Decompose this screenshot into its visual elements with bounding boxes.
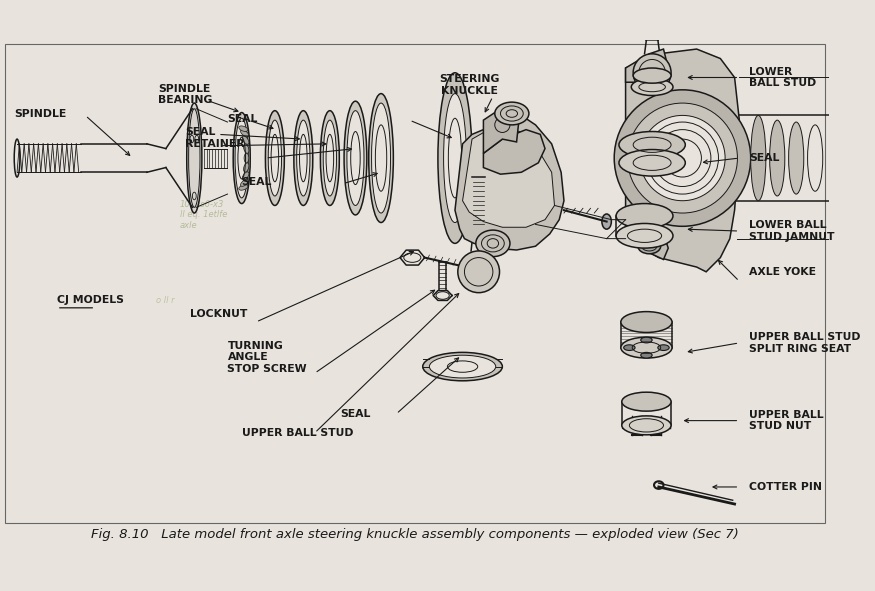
Text: COTTER PIN: COTTER PIN [749,482,822,492]
Ellipse shape [239,185,248,190]
Text: SEAL: SEAL [242,177,272,187]
Text: RETAINER: RETAINER [185,139,244,149]
Ellipse shape [476,230,510,256]
Ellipse shape [344,101,367,215]
Ellipse shape [423,352,502,381]
Circle shape [640,115,725,201]
Ellipse shape [640,352,652,358]
Ellipse shape [368,93,394,223]
Text: STEERING
KNUCKLE: STEERING KNUCKLE [439,74,500,96]
Ellipse shape [244,153,248,163]
Text: UPPER BALL STUD
SPLIT RING SEAT: UPPER BALL STUD SPLIT RING SEAT [749,332,860,353]
Ellipse shape [241,180,248,186]
Ellipse shape [235,118,248,198]
Ellipse shape [631,79,673,96]
Circle shape [614,90,751,226]
Text: SPINDLE
BEARING: SPINDLE BEARING [158,84,212,105]
Text: UPPER BALL
STUD NUT: UPPER BALL STUD NUT [749,410,823,431]
Text: SEAL: SEAL [749,153,779,163]
Polygon shape [455,115,564,250]
Ellipse shape [658,345,669,350]
Polygon shape [626,229,668,259]
Circle shape [458,251,500,293]
Ellipse shape [640,337,652,343]
Ellipse shape [622,416,671,435]
Text: CJ MODELS: CJ MODELS [57,296,123,305]
Ellipse shape [239,126,248,131]
Text: TURNING
ANGLE
STOP SCREW: TURNING ANGLE STOP SCREW [228,340,307,374]
Ellipse shape [186,103,202,213]
Text: Fig. 8.10   Late model front axle steering knuckle assembly components — explode: Fig. 8.10 Late model front axle steering… [91,528,738,541]
Ellipse shape [616,203,673,228]
Text: LOCKNUT: LOCKNUT [190,310,247,320]
Text: SEAL: SEAL [340,409,371,419]
Ellipse shape [346,111,364,206]
Text: LOWER
BALL STUD: LOWER BALL STUD [749,67,816,88]
Ellipse shape [297,120,310,196]
Ellipse shape [494,102,528,125]
Polygon shape [463,128,555,228]
Ellipse shape [242,172,248,180]
Text: AXLE YOKE: AXLE YOKE [749,267,816,277]
Ellipse shape [638,60,661,77]
Ellipse shape [619,150,685,176]
Text: SEAL: SEAL [228,114,258,124]
Ellipse shape [323,120,337,196]
Ellipse shape [616,223,673,248]
Ellipse shape [372,103,390,213]
Ellipse shape [430,355,496,378]
Ellipse shape [621,311,672,333]
Text: SPINDLE: SPINDLE [14,109,66,119]
Ellipse shape [622,392,671,411]
Ellipse shape [243,144,248,153]
Ellipse shape [233,112,250,203]
Text: 10eds6-x3
ll eq. 1etlfe
axle: 10eds6-x3 ll eq. 1etlfe axle [180,200,228,230]
Ellipse shape [265,111,284,206]
Polygon shape [483,104,520,153]
Text: o ll r: o ll r [157,296,175,305]
Text: LOWER BALL
STUD JAMNUT: LOWER BALL STUD JAMNUT [749,220,834,242]
Ellipse shape [624,345,635,350]
Ellipse shape [243,163,248,172]
Ellipse shape [619,132,685,158]
Circle shape [634,54,671,92]
Circle shape [627,103,738,213]
Ellipse shape [634,68,671,83]
Polygon shape [626,49,668,87]
Ellipse shape [269,120,282,196]
Text: UPPER BALL STUD: UPPER BALL STUD [242,428,354,438]
Polygon shape [483,129,545,174]
Ellipse shape [438,73,472,243]
Ellipse shape [242,136,248,144]
Polygon shape [626,49,739,272]
Ellipse shape [638,239,661,254]
Ellipse shape [241,130,248,137]
Ellipse shape [621,337,672,358]
Ellipse shape [788,122,804,194]
Ellipse shape [320,111,340,206]
Text: SEAL: SEAL [185,126,215,137]
Ellipse shape [444,93,466,223]
Ellipse shape [751,115,766,201]
Ellipse shape [770,120,785,196]
Ellipse shape [294,111,312,206]
Ellipse shape [602,214,612,229]
